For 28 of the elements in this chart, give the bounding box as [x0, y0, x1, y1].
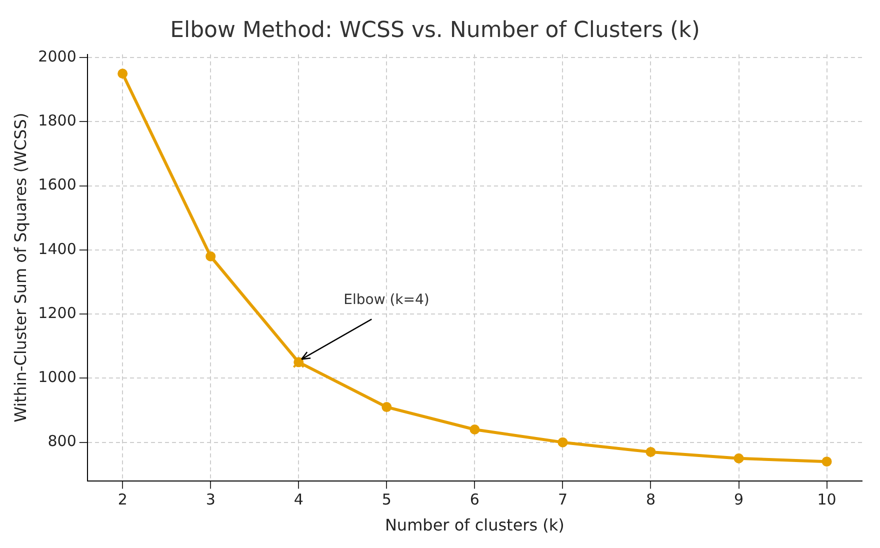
- x-tick-label: 2: [118, 490, 128, 509]
- x-tick-label: 4: [294, 490, 304, 509]
- chart-title: Elbow Method: WCSS vs. Number of Clusters (k): [170, 18, 700, 43]
- point: [646, 446, 656, 457]
- y-tick-label: 800: [48, 432, 76, 450]
- point: [558, 437, 568, 448]
- x-tick-label: 5: [382, 490, 392, 509]
- x-tick-label: 7: [558, 490, 568, 509]
- x-tick-label: 3: [206, 490, 216, 509]
- x-tick-label: 9: [734, 490, 744, 509]
- y-tick-label: 1600: [38, 176, 76, 194]
- point: [822, 456, 832, 467]
- x-tick-label: 10: [817, 490, 836, 509]
- annotation: Elbow (k=4): [344, 292, 430, 308]
- point: [118, 68, 128, 79]
- y-tick-label: 1800: [38, 112, 76, 130]
- y-tick-label: 1200: [38, 304, 76, 322]
- point: [206, 251, 216, 262]
- y-tick-label: 2000: [38, 47, 76, 66]
- y-axis-title: Within-Cluster Sum of Squares (WCSS): [10, 112, 30, 422]
- point: [470, 424, 480, 435]
- x-axis-title: Number of clusters (k): [384, 516, 564, 535]
- x-tick-label: 8: [646, 490, 656, 509]
- y-tick-label: 1400: [38, 240, 76, 258]
- x-tick-label: 6: [470, 490, 480, 509]
- point: [382, 402, 392, 412]
- point: [734, 453, 744, 464]
- y-tick-label: 1000: [38, 368, 76, 386]
